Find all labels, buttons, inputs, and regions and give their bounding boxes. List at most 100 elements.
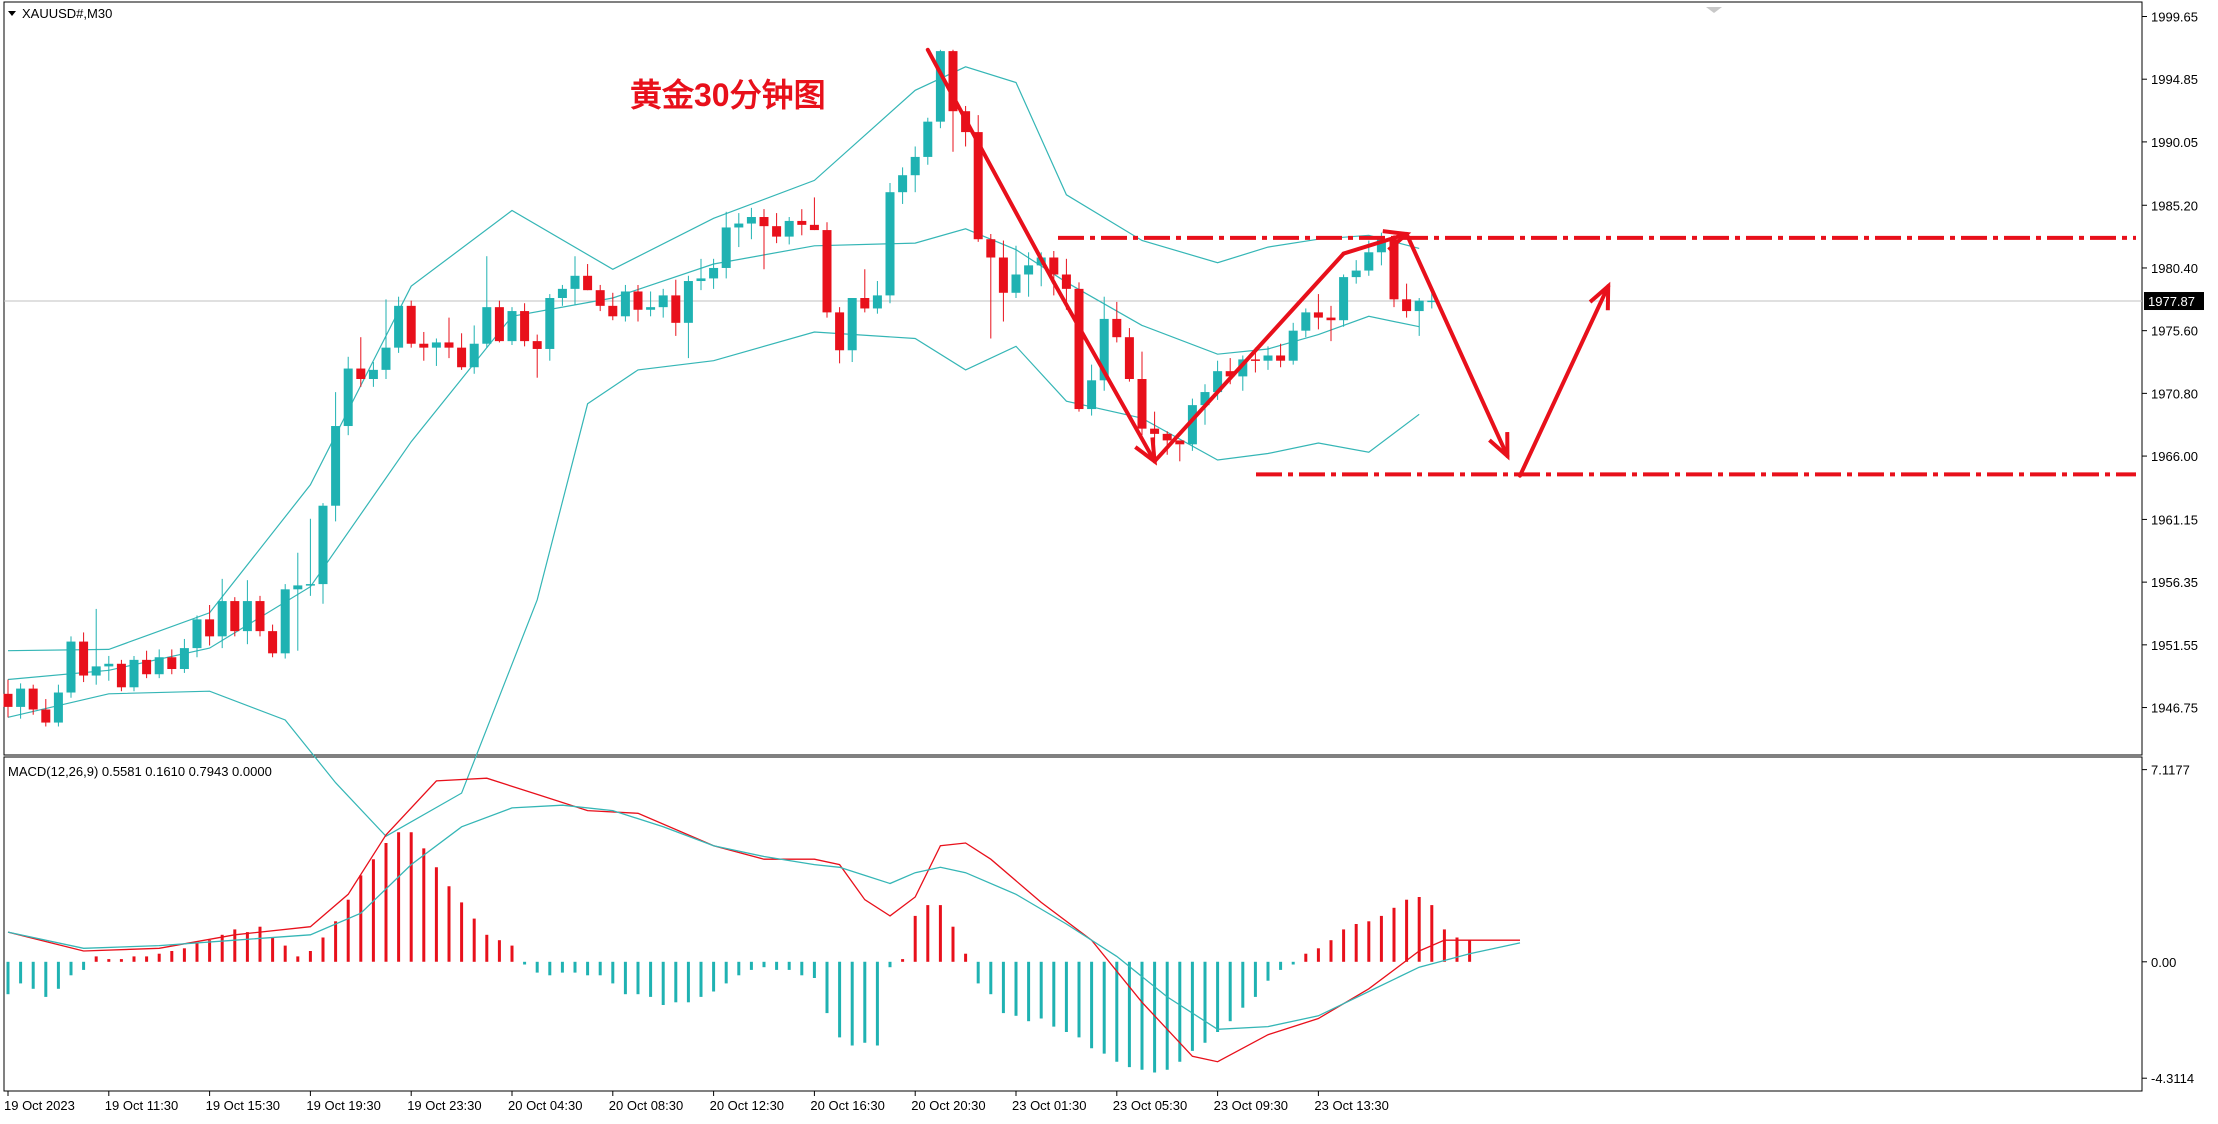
candlestick-series	[3, 49, 1437, 727]
candle-body	[809, 224, 819, 231]
macd-axis-label: 0.00	[2151, 955, 2176, 970]
time-axis-label: 23 Oct 13:30	[1314, 1098, 1388, 1113]
candle-body	[709, 267, 719, 279]
time-axis-label: 19 Oct 11:30	[105, 1098, 178, 1113]
candle-body	[1276, 355, 1286, 361]
candle-body	[898, 175, 908, 193]
candle-body	[1376, 239, 1386, 253]
annotation-arrow-line	[1051, 280, 1157, 464]
candle-body	[948, 51, 958, 112]
annotation-arrow-line	[1341, 231, 1409, 256]
candle-body	[696, 278, 706, 282]
price-axis-label: 1980.40	[2151, 261, 2198, 276]
candle-body	[1099, 318, 1109, 381]
candle-body	[1187, 405, 1197, 445]
scroll-marker-icon[interactable]	[1706, 7, 1722, 13]
candle-body	[41, 709, 51, 723]
candle-body	[1112, 318, 1122, 338]
time-axis-label: 19 Oct 15:30	[206, 1098, 280, 1113]
candle-body	[935, 51, 945, 122]
macd-label: MACD(12,26,9) 0.5581 0.1610 0.7943 0.000…	[8, 764, 272, 779]
candle-body	[633, 291, 643, 310]
candle-body	[394, 305, 404, 348]
candle-body	[368, 369, 378, 379]
candle-body	[255, 601, 265, 632]
candle-body	[280, 589, 290, 654]
candle-body	[1288, 330, 1298, 361]
candle-body	[242, 601, 252, 632]
candle-body	[1326, 317, 1336, 321]
candle-body	[998, 257, 1008, 293]
candle-body	[734, 223, 744, 228]
time-axis: 19 Oct 2023 19 Oct 11:30 19 Oct 15:30 19 Oc…	[4, 1091, 1389, 1113]
price-axis-label: 1966.00	[2151, 449, 2198, 464]
annotation-arrow-line	[1152, 251, 1346, 464]
candle-body	[557, 288, 567, 299]
candle-body	[1200, 392, 1210, 406]
candle-body	[343, 368, 353, 427]
candle-body	[129, 659, 139, 688]
candle-body	[986, 239, 996, 258]
candle-body	[1313, 312, 1323, 318]
price-axis-label: 1985.20	[2151, 198, 2198, 213]
candle-body	[230, 601, 240, 632]
symbol-menu-triangle-icon[interactable]	[8, 11, 16, 16]
candle-body	[1137, 379, 1147, 429]
candle-body	[532, 341, 542, 349]
candle-body	[797, 220, 807, 225]
symbol-label: XAUUSD#,M30	[22, 6, 112, 21]
candle-body	[847, 298, 857, 351]
horizontal-levels	[1058, 235, 2136, 477]
candle-body	[444, 342, 454, 348]
candle-body	[1124, 337, 1134, 379]
candle-body	[1061, 274, 1071, 289]
time-axis-label: 19 Oct 23:30	[407, 1098, 481, 1113]
macd-axis-label: 7.1177	[2151, 763, 2190, 778]
candle-body	[784, 220, 794, 237]
candle-body	[3, 693, 13, 707]
time-axis-label: 19 Oct 19:30	[306, 1098, 380, 1113]
candle-body	[217, 601, 227, 637]
macd-signal-line	[7, 804, 1521, 1030]
candle-body	[66, 641, 76, 693]
candle-body	[507, 311, 517, 342]
candle-body	[53, 692, 63, 723]
candle-body	[1351, 270, 1361, 278]
macd-axis-label: -4.3114	[2151, 1071, 2194, 1086]
candle-body	[79, 641, 89, 676]
candle-body	[520, 311, 530, 342]
candle-body	[116, 663, 126, 688]
candle-body	[1263, 355, 1273, 361]
time-axis-label: 20 Oct 08:30	[609, 1098, 683, 1113]
annotation-arrowhead-icon	[1588, 281, 1611, 311]
price-axis-label: 1970.80	[2151, 386, 2198, 401]
candle-body	[1414, 300, 1424, 312]
candle-body	[1162, 433, 1172, 441]
current-price-tag	[2144, 292, 2204, 311]
candle-body	[1339, 277, 1349, 321]
candle-body	[406, 305, 416, 344]
annotation-arrows	[925, 47, 1611, 478]
candle-body	[356, 368, 366, 379]
annotation-arrow-line	[1518, 284, 1611, 478]
candle-body	[205, 619, 215, 637]
candle-body	[142, 659, 152, 675]
candle-body	[1087, 380, 1097, 410]
candle-body	[822, 230, 832, 313]
bollinger-lower-band	[7, 331, 1420, 837]
candle-body	[16, 688, 26, 707]
candle-body	[746, 217, 756, 224]
candle-body	[431, 342, 441, 348]
candle-body	[1074, 288, 1084, 410]
candle-body	[1011, 274, 1021, 293]
candle-body	[872, 295, 882, 309]
candle-body	[721, 227, 731, 268]
current-price-value: 1977.87	[2148, 294, 2195, 309]
candle-body	[419, 343, 429, 348]
candle-body	[835, 312, 845, 351]
candle-body	[860, 298, 870, 309]
candle-body	[973, 132, 983, 240]
price-axis-label: 1946.75	[2151, 701, 2198, 716]
